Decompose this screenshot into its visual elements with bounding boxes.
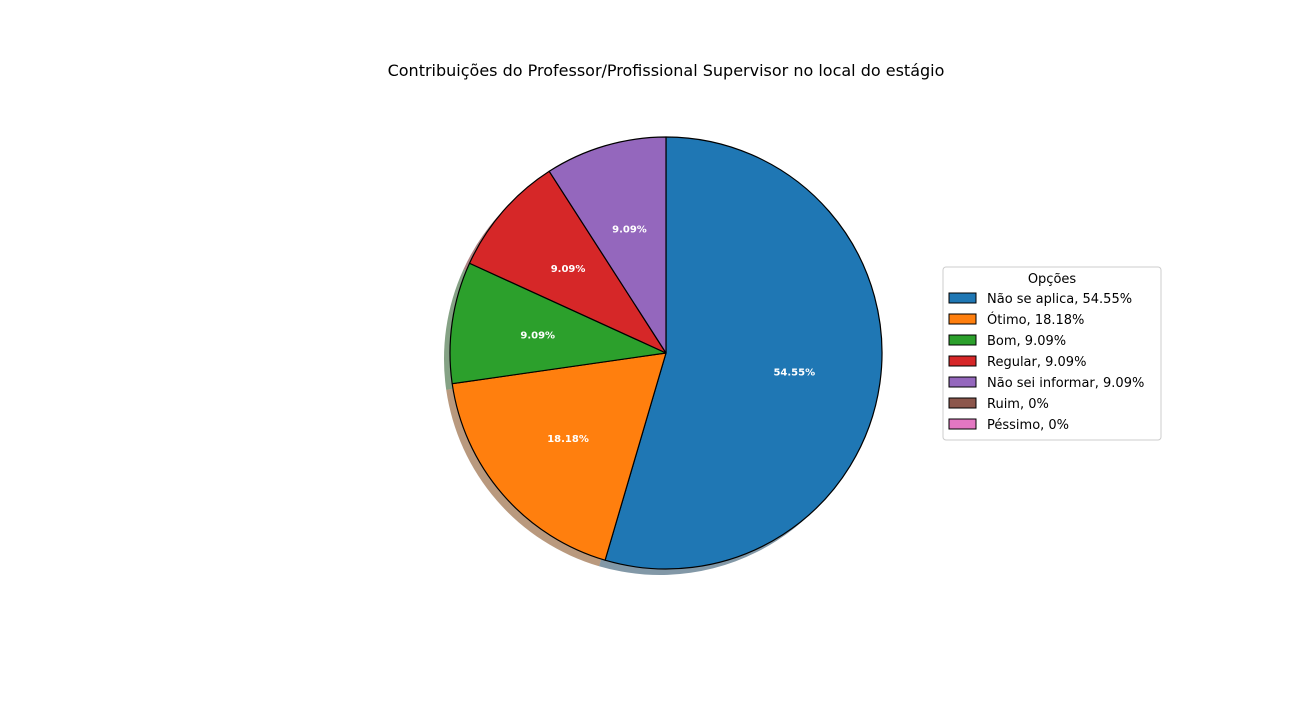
- slice-percent-label: 54.55%: [773, 367, 815, 378]
- legend-swatch: [948, 313, 977, 325]
- legend: Opções Não se aplica, 54.55% Ótimo, 18.18…: [942, 266, 1162, 441]
- chart-title: Contribuições do Professor/Profissional …: [388, 61, 945, 80]
- legend-swatch: [948, 334, 977, 346]
- pie-slice: [449, 262, 667, 385]
- pie-slices: [449, 136, 883, 570]
- legend-label: Bom, 9.09%: [987, 334, 1066, 349]
- slice-percent-label: 18.18%: [547, 434, 589, 445]
- pie-slice: [468, 170, 667, 354]
- slice-percent-label: 9.09%: [612, 225, 647, 236]
- legend-swatch: [948, 418, 977, 430]
- legend-items: Não se aplica, 54.55% Ótimo, 18.18% Bom, 9…: [948, 292, 1144, 433]
- legend-swatch: [948, 397, 977, 409]
- legend-label: Péssimo, 0%: [987, 418, 1069, 433]
- slice-percent-label: 9.09%: [551, 264, 586, 275]
- legend-swatch: [948, 292, 977, 304]
- legend-label: Ruim, 0%: [987, 397, 1049, 412]
- pie-slice: [451, 352, 667, 561]
- pie-labels: 54.55% 18.18% 9.09% 9.09% 9.09%: [520, 225, 815, 445]
- legend-label: Ótimo, 18.18%: [987, 312, 1084, 328]
- pie-slice: [548, 136, 667, 354]
- legend-label: Não sei informar, 9.09%: [987, 376, 1144, 391]
- slice-percent-label: 9.09%: [520, 331, 555, 342]
- legend-swatch: [948, 376, 977, 388]
- legend-title: Opções: [1028, 272, 1077, 287]
- legend-label: Não se aplica, 54.55%: [987, 292, 1132, 307]
- legend-label: Regular, 9.09%: [987, 355, 1086, 370]
- legend-swatch: [948, 355, 977, 367]
- pie-slice: [604, 136, 883, 570]
- legend-frame: [942, 266, 1162, 441]
